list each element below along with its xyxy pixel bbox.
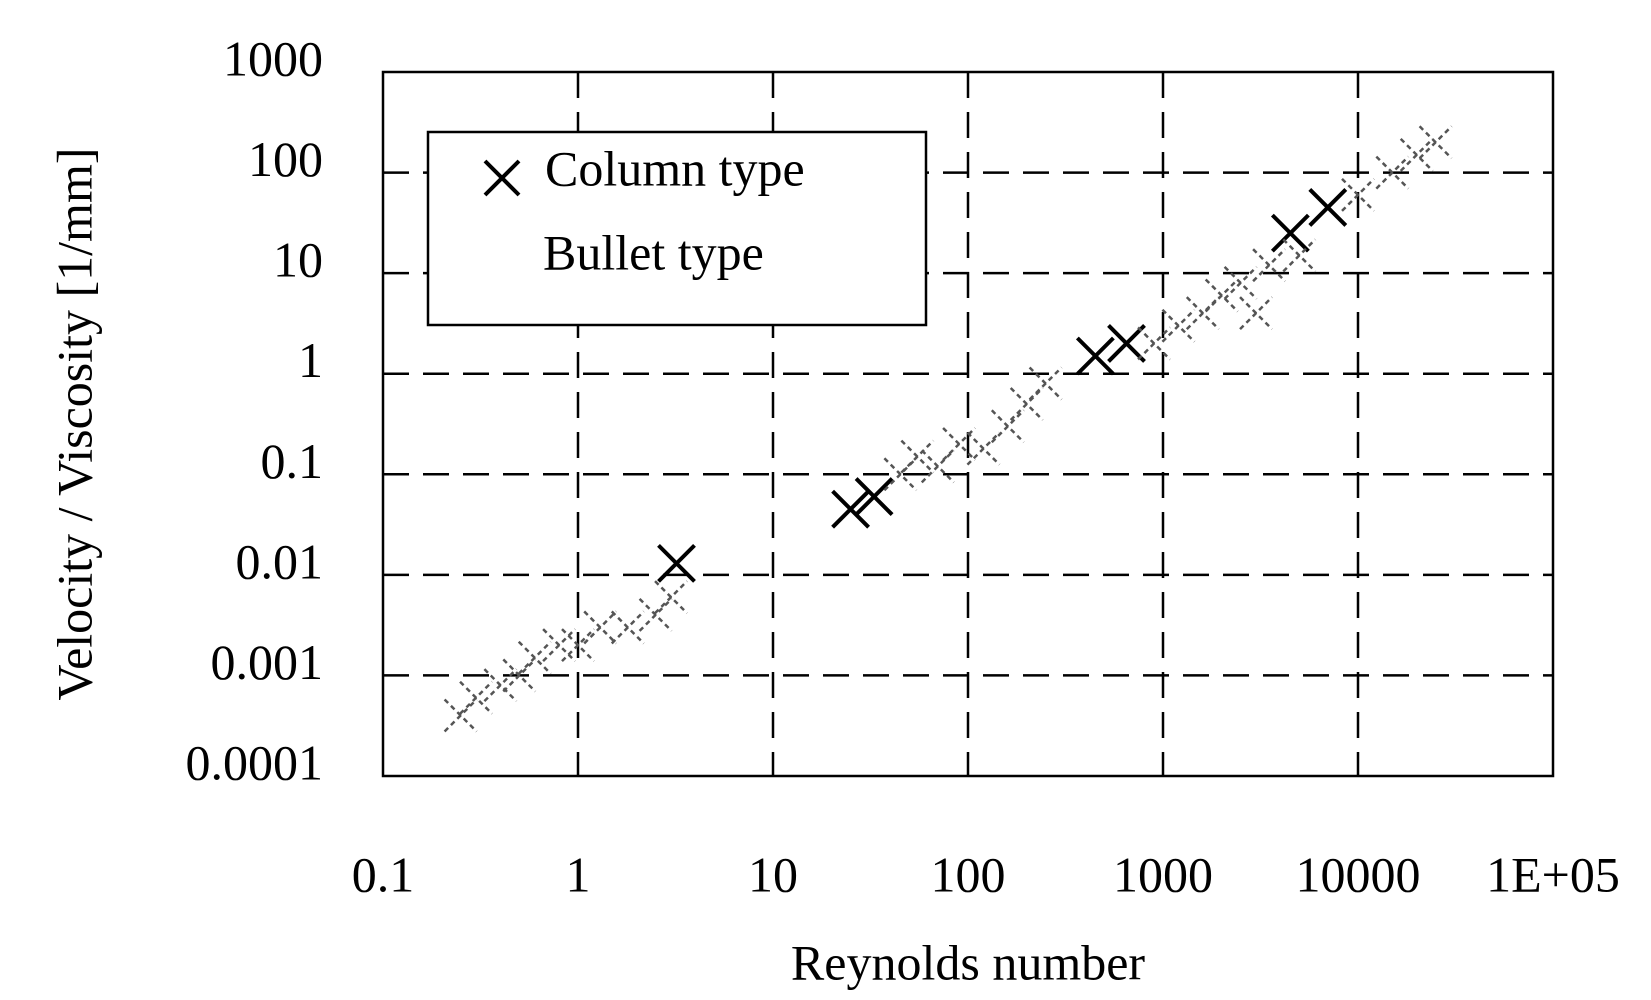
point: [483, 668, 518, 703]
point: [1282, 238, 1317, 273]
x-tick-label: 1: [566, 846, 591, 902]
legend-box: [426, 130, 928, 327]
x-tick-label: 0.1: [352, 846, 415, 902]
y-tick-label: 0.01: [236, 533, 324, 589]
x-tick-label: 10: [748, 846, 798, 902]
point: [1375, 155, 1410, 190]
point: [459, 680, 493, 715]
point: [1223, 266, 1258, 300]
y-axis-label: Velocity / Viscosity [1/mm]: [46, 148, 102, 701]
y-tick-label: 0.001: [211, 634, 324, 690]
point: [920, 449, 955, 484]
legend-label: Column type: [545, 140, 805, 196]
y-tick-label: 100: [248, 131, 323, 187]
point: [443, 698, 478, 733]
y-tick-label: 0.0001: [186, 734, 324, 790]
point: [1161, 308, 1196, 343]
point: [1399, 137, 1434, 172]
point: [1418, 125, 1453, 160]
point: [1075, 336, 1115, 376]
point: [1252, 248, 1286, 283]
x-tick-label: 100: [931, 846, 1006, 902]
point: [1308, 188, 1348, 227]
point: [583, 610, 618, 645]
y-tick-label: 0.1: [261, 433, 324, 489]
x-tick-label: 1000: [1113, 846, 1213, 902]
plot-frame: [381, 70, 1555, 778]
x-axis-label: Reynolds number: [791, 934, 1145, 990]
point: [831, 489, 871, 529]
point: [900, 439, 935, 474]
point: [1270, 213, 1310, 253]
point: [657, 543, 696, 583]
y-tick-label: 1: [298, 332, 323, 388]
legend-marker: [483, 159, 521, 197]
point: [502, 658, 537, 693]
point: [610, 610, 645, 645]
point: [990, 409, 1025, 444]
point: [654, 580, 688, 615]
point: [966, 431, 1001, 466]
x-tick-label: 1E+05: [1486, 846, 1620, 902]
point: [854, 477, 894, 517]
point: [517, 640, 552, 675]
point: [1137, 326, 1171, 361]
point: [1107, 324, 1146, 363]
point: [561, 628, 595, 663]
y-tick-label: 1000: [223, 30, 323, 86]
point: [1341, 177, 1375, 212]
x-tick-label: 10000: [1296, 846, 1421, 902]
point: [638, 597, 673, 632]
point: [1028, 366, 1063, 401]
point: [1204, 278, 1239, 313]
y-tick-label: 10: [273, 232, 323, 288]
point: [1239, 296, 1273, 331]
legend-label: Bullet type: [543, 224, 764, 280]
point: [542, 628, 576, 663]
